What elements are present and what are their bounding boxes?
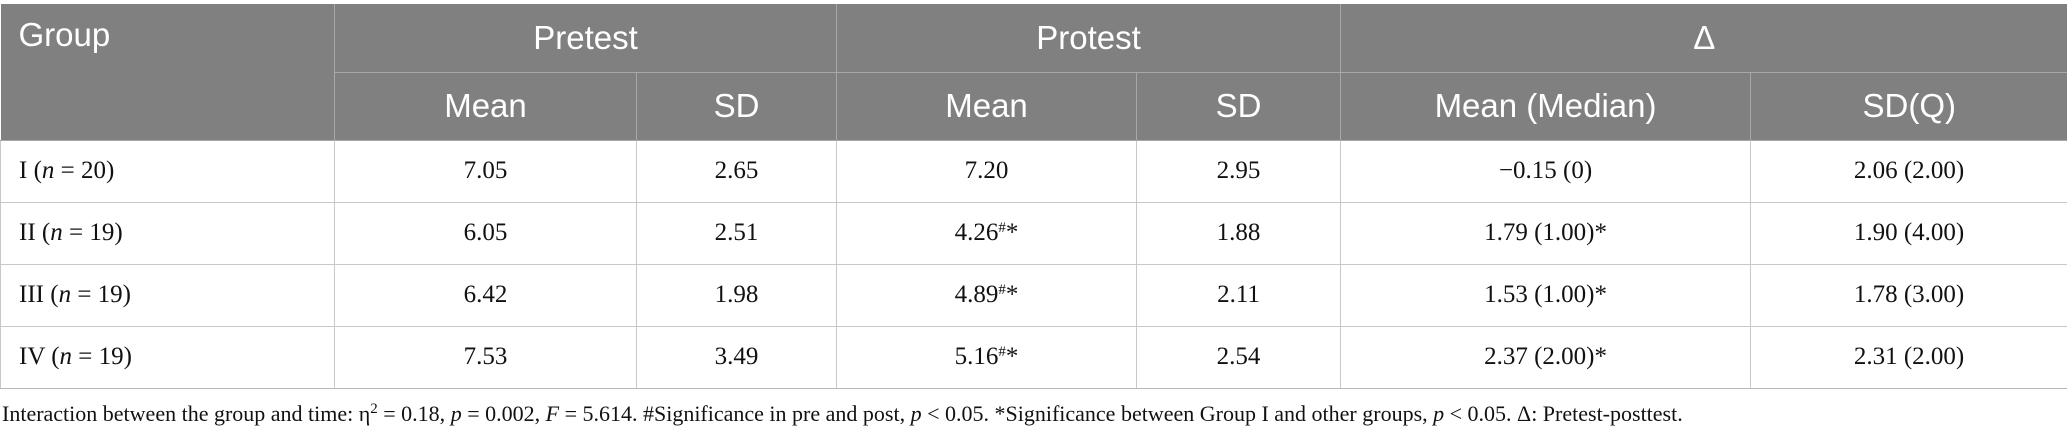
- post-mean-mark: #: [998, 220, 1006, 236]
- post-mean-value: 5.16: [954, 343, 999, 370]
- table-row: IV (n = 19) 7.53 3.49 5.16#* 2.54 2.37 (…: [0, 326, 2067, 389]
- header-protest-mean: Mean: [836, 72, 1137, 141]
- post-mean-value: 7.20: [964, 157, 1009, 184]
- post-mean-star: *: [1005, 343, 1019, 370]
- group-roman: I: [19, 157, 28, 184]
- cell-delta-mean: 2.37 (2.00)*: [1340, 326, 1751, 389]
- n-value: = 19): [71, 281, 131, 308]
- post-mean-mark: #: [998, 282, 1006, 298]
- cell-post-mean: 7.20: [836, 140, 1137, 203]
- cell-pre-mean: 6.42: [334, 264, 637, 327]
- cell-delta-mean: −0.15 (0): [1340, 140, 1751, 203]
- header-delta-mean-median: Mean (Median): [1340, 72, 1751, 141]
- cell-pre-mean: 7.53: [334, 326, 637, 389]
- cell-pre-sd: 2.65: [635, 140, 837, 203]
- cell-post-mean: 5.16#*: [836, 326, 1137, 389]
- cell-delta-sd: 2.06 (2.00): [1750, 140, 2067, 203]
- cell-post-sd: 1.88: [1136, 202, 1341, 265]
- cell-pre-sd: 3.49: [635, 326, 837, 389]
- header-pretest-sd: SD: [635, 72, 837, 141]
- table-footnote: Interaction between the group and time: …: [0, 389, 2067, 427]
- cell-delta-mean: 1.53 (1.00)*: [1340, 264, 1751, 327]
- header-delta-sdq: SD(Q): [1750, 72, 2067, 141]
- cell-pre-mean: 7.05: [334, 140, 637, 203]
- cell-delta-sd: 1.78 (3.00): [1750, 264, 2067, 327]
- header-delta: Δ: [1340, 4, 2067, 73]
- n-value: = 19): [72, 343, 132, 370]
- cell-pre-sd: 2.51: [635, 202, 837, 265]
- group-roman: IV: [19, 343, 45, 370]
- post-mean-value: 4.26: [954, 219, 999, 246]
- footnote-p: p: [450, 400, 462, 426]
- results-table: Group Pretest Protest Δ Mean SD Mean SD …: [0, 4, 2067, 389]
- footnote-f: F: [545, 400, 560, 426]
- cell-group: IV (n = 19): [0, 326, 335, 389]
- table-row: II (n = 19) 6.05 2.51 4.26#* 1.88 1.79 (…: [0, 202, 2067, 265]
- footnote-p: p: [1433, 400, 1445, 426]
- table-header: Group Pretest Protest Δ Mean SD Mean SD …: [0, 4, 2067, 141]
- cell-post-sd: 2.54: [1136, 326, 1341, 389]
- group-roman: III: [19, 281, 44, 308]
- cell-delta-sd: 1.90 (4.00): [1750, 202, 2067, 265]
- cell-group: I (n = 20): [0, 140, 335, 203]
- cell-post-mean: 4.89#*: [836, 264, 1137, 327]
- cell-post-sd: 2.11: [1136, 264, 1341, 327]
- n-label: n: [50, 219, 63, 246]
- cell-post-mean: 4.26#*: [836, 202, 1137, 265]
- header-protest: Protest: [836, 4, 1341, 73]
- cell-group: II (n = 19): [0, 202, 335, 265]
- header-group: Group: [0, 4, 335, 141]
- cell-delta-sd: 2.31 (2.00): [1750, 326, 2067, 389]
- group-roman: II: [19, 219, 36, 246]
- footnote-text: < 0.05. Δ: Pretest-posttest.: [1444, 400, 1683, 426]
- footnote-text: < 0.05. *Significance between Group I an…: [921, 400, 1434, 426]
- n-value: = 20): [54, 157, 115, 184]
- footnote-p: p: [910, 400, 922, 426]
- cell-post-sd: 2.95: [1136, 140, 1341, 203]
- cell-delta-mean: 1.79 (1.00)*: [1340, 202, 1751, 265]
- cell-pre-sd: 1.98: [635, 264, 837, 327]
- table-row: III (n = 19) 6.42 1.98 4.89#* 2.11 1.53 …: [0, 264, 2067, 327]
- n-value: = 19): [62, 219, 123, 246]
- post-mean-mark: #: [998, 344, 1006, 360]
- table-row: I (n = 20) 7.05 2.65 7.20 2.95 −0.15 (0)…: [0, 140, 2067, 203]
- results-table-container: Group Pretest Protest Δ Mean SD Mean SD …: [0, 4, 2067, 427]
- footnote-text: Interaction between the group and time: …: [2, 400, 371, 426]
- header-pretest: Pretest: [333, 4, 837, 73]
- footnote-text: = 5.614. #Significance in pre and post,: [559, 400, 911, 426]
- footnote-text: = 0.18,: [377, 400, 451, 426]
- footnote-eta-sup: 2: [370, 400, 378, 417]
- header-protest-sd: SD: [1136, 72, 1341, 141]
- cell-group: III (n = 19): [0, 264, 335, 327]
- n-label: n: [58, 281, 72, 308]
- n-label: n: [59, 343, 73, 370]
- cell-pre-mean: 6.05: [334, 202, 637, 265]
- footnote-text: = 0.002,: [461, 400, 546, 426]
- table-body: I (n = 20) 7.05 2.65 7.20 2.95 −0.15 (0)…: [0, 140, 2067, 389]
- header-pretest-mean: Mean: [334, 72, 637, 141]
- n-label: n: [41, 157, 55, 184]
- post-mean-star: *: [1005, 281, 1019, 308]
- post-mean-value: 4.89: [954, 281, 999, 308]
- post-mean-star: *: [1005, 219, 1019, 246]
